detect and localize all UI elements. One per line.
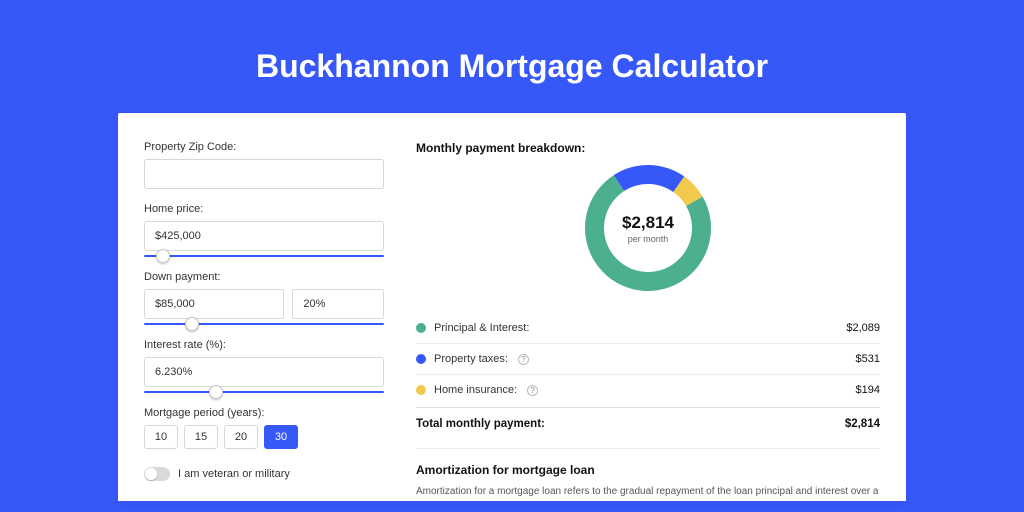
legend-dot-home_insurance [416,385,426,395]
interest-rate-input[interactable] [144,357,384,387]
info-icon[interactable]: ? [518,354,529,365]
home-price-label: Home price: [144,203,384,215]
donut-sub: per month [628,234,669,244]
legend-value-property_taxes: $531 [856,353,880,365]
legend: Principal & Interest: $2,089 Property taxe… [416,313,880,405]
mortgage-period-option-15[interactable]: 15 [184,425,218,449]
legend-value-principal_interest: $2,089 [846,322,880,334]
legend-row-property_taxes: Property taxes:? $531 [416,344,880,375]
down-payment-input[interactable] [144,289,284,319]
legend-value-home_insurance: $194 [856,384,880,396]
zip-input[interactable] [144,159,384,189]
donut-center: $2,814 per month [585,165,711,291]
result-column: Monthly payment breakdown: $2,814 per mo… [416,141,880,501]
home-price-field: Home price: [144,203,384,257]
amortization-title: Amortization for mortgage loan [416,463,880,477]
down-payment-field: Down payment: [144,271,384,325]
down-payment-slider[interactable] [144,323,384,325]
mortgage-period-field: Mortgage period (years): 10152030 [144,407,384,449]
mortgage-period-label: Mortgage period (years): [144,407,384,419]
veteran-toggle[interactable] [144,467,170,481]
interest-rate-slider[interactable] [144,391,384,393]
donut-chart: $2,814 per month [585,165,711,291]
legend-dot-property_taxes [416,354,426,364]
amortization-section: Amortization for mortgage loan Amortizat… [416,448,880,501]
veteran-label: I am veteran or military [178,468,290,480]
form-column: Property Zip Code: Home price: Down paym… [144,141,384,501]
total-label: Total monthly payment: [416,418,545,430]
breakdown-title: Monthly payment breakdown: [416,141,880,155]
calculator-card: Property Zip Code: Home price: Down paym… [118,113,906,501]
mortgage-period-option-20[interactable]: 20 [224,425,258,449]
zip-label: Property Zip Code: [144,141,384,153]
total-value: $2,814 [845,418,880,430]
interest-rate-field: Interest rate (%): [144,339,384,393]
home-price-input[interactable] [144,221,384,251]
mortgage-period-buttons: 10152030 [144,425,384,449]
mortgage-period-option-10[interactable]: 10 [144,425,178,449]
info-icon[interactable]: ? [527,385,538,396]
mortgage-period-option-30[interactable]: 30 [264,425,298,449]
legend-label-property_taxes: Property taxes: [434,353,508,365]
home-price-slider[interactable] [144,255,384,257]
legend-label-home_insurance: Home insurance: [434,384,517,396]
veteran-row: I am veteran or military [144,467,384,481]
down-payment-pct-input[interactable] [292,289,384,319]
home-price-slider-thumb[interactable] [156,249,170,263]
interest-rate-slider-thumb[interactable] [209,385,223,399]
interest-rate-label: Interest rate (%): [144,339,384,351]
legend-row-home_insurance: Home insurance:? $194 [416,375,880,405]
page-title: Buckhannon Mortgage Calculator [0,0,1024,113]
total-row: Total monthly payment: $2,814 [416,407,880,430]
donut-wrap: $2,814 per month [416,165,880,291]
legend-row-principal_interest: Principal & Interest: $2,089 [416,313,880,344]
amortization-text: Amortization for a mortgage loan refers … [416,485,880,501]
legend-label-principal_interest: Principal & Interest: [434,322,529,334]
legend-dot-principal_interest [416,323,426,333]
zip-field: Property Zip Code: [144,141,384,189]
donut-amount: $2,814 [622,213,674,233]
veteran-toggle-knob [145,468,157,480]
down-payment-label: Down payment: [144,271,384,283]
down-payment-slider-thumb[interactable] [185,317,199,331]
